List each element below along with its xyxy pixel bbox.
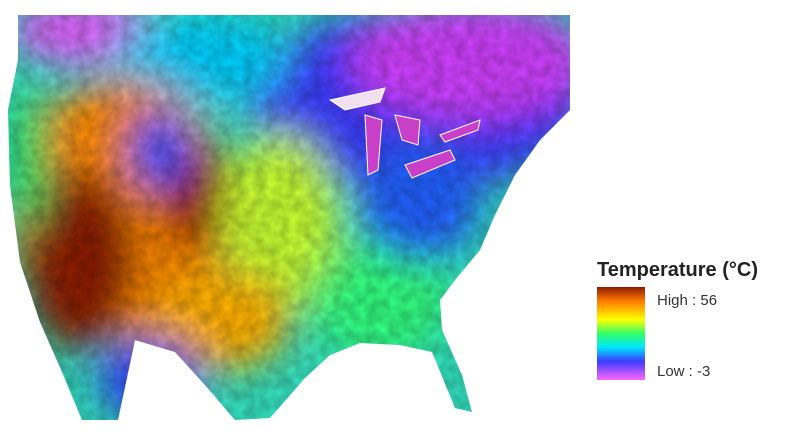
legend-low-label: Low : -3 — [657, 363, 710, 380]
legend-title: Temperature (°C) — [597, 259, 758, 281]
legend-high-label: High : 56 — [657, 292, 717, 309]
legend: Temperature (°C) High : 56 Low : -3 — [597, 259, 758, 380]
legend-color-scale — [597, 287, 645, 380]
temperature-map — [8, 15, 570, 420]
